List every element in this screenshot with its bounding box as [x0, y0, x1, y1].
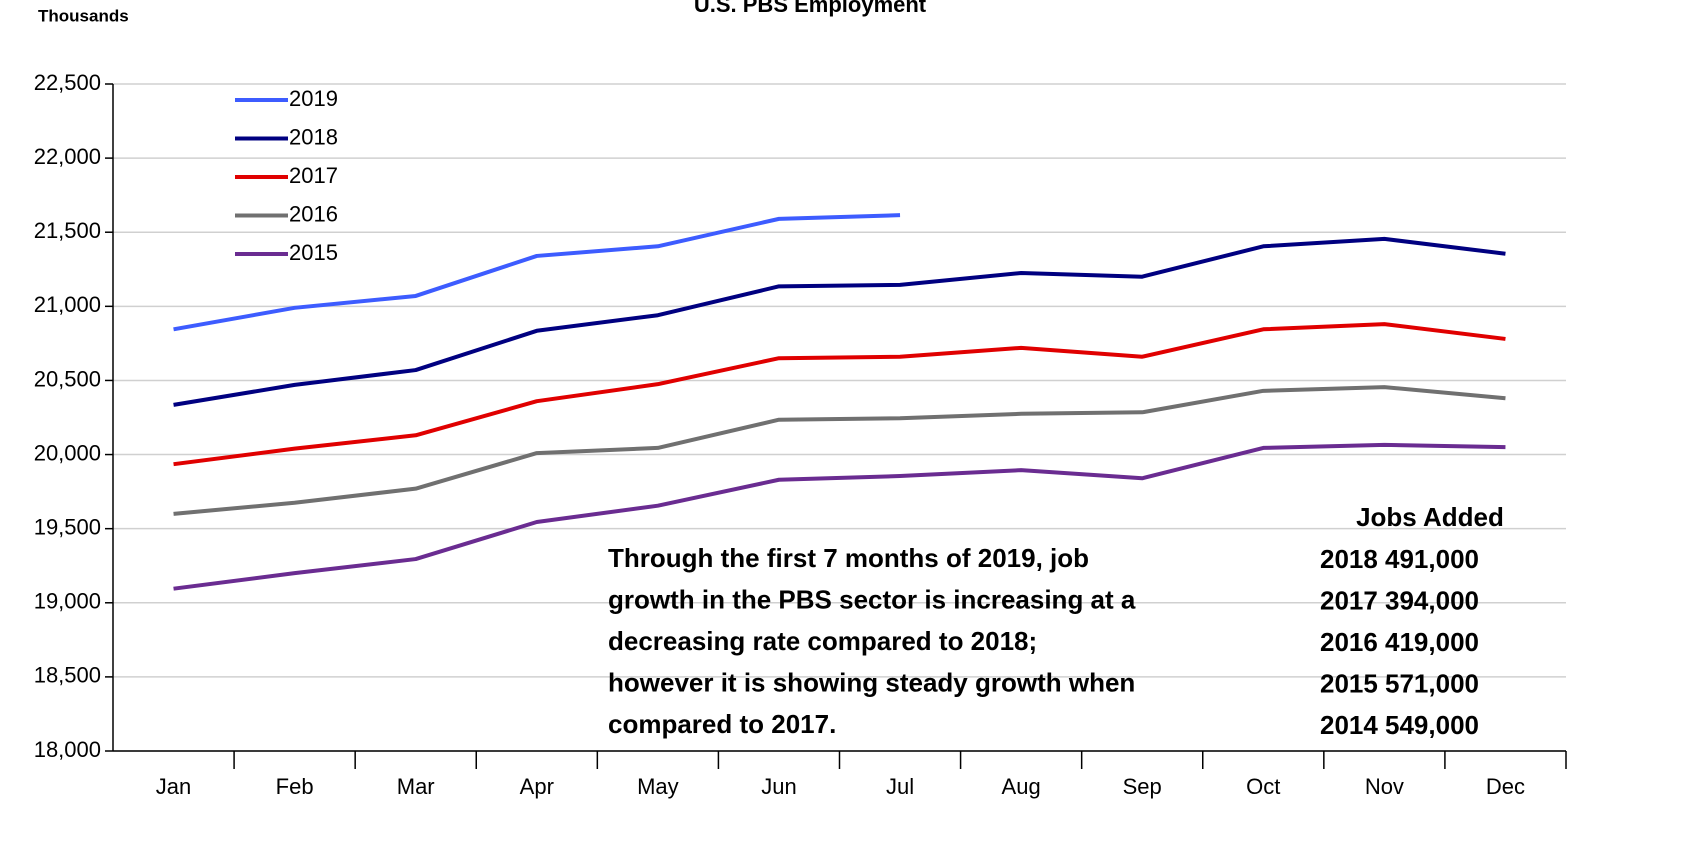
legend-label: 2019: [289, 86, 338, 111]
x-tick-label: Feb: [276, 774, 314, 799]
annotation: however it is showing steady growth when: [608, 667, 1135, 697]
y-axis-label: Thousands: [38, 6, 129, 25]
annotation: Through the first 7 months of 2019, job: [608, 543, 1089, 573]
jobs-added-value: 491,000: [1385, 544, 1479, 574]
y-tick-label: 20,500: [34, 366, 101, 391]
jobs-added-value: 419,000: [1385, 627, 1479, 657]
x-tick-label: Jan: [156, 774, 191, 799]
jobs-added-value: 394,000: [1385, 585, 1479, 615]
y-tick-label: 22,000: [34, 144, 101, 169]
annotation: compared to 2017.: [608, 709, 836, 739]
x-tick-label: Sep: [1123, 774, 1162, 799]
y-tick-label: 21,500: [34, 218, 101, 243]
jobs-added-year: 2017: [1320, 585, 1378, 615]
jobs-added-year: 2014: [1320, 710, 1378, 740]
jobs-added-value: 549,000: [1385, 710, 1479, 740]
series-line: [173, 236, 1506, 407]
x-tick-label: Jun: [761, 774, 796, 799]
chart-title: U.S. PBS Employment: [694, 0, 927, 17]
series-line: [173, 442, 1506, 591]
jobs-added-year: 2015: [1320, 668, 1378, 698]
legend-label: 2015: [289, 240, 338, 265]
x-tick-label: Jul: [886, 774, 914, 799]
x-tick-label: Aug: [1002, 774, 1041, 799]
x-tick-label: Mar: [397, 774, 435, 799]
y-tick-label: 19,500: [34, 514, 101, 539]
legend-label: 2017: [289, 163, 338, 188]
jobs-added-value: 571,000: [1385, 668, 1479, 698]
y-tick-label: 21,000: [34, 292, 101, 317]
series-line: [173, 322, 1506, 467]
y-tick-label: 22,500: [34, 70, 101, 95]
jobs-added-year: 2018: [1320, 544, 1378, 574]
x-tick-label: Dec: [1486, 774, 1525, 799]
x-tick-label: May: [637, 774, 679, 799]
x-tick-label: Apr: [520, 774, 554, 799]
legend-label: 2018: [289, 124, 338, 149]
jobs-added-title: Jobs Added: [1356, 502, 1504, 532]
annotation: decreasing rate compared to 2018;: [608, 626, 1037, 656]
jobs-added-year: 2016: [1320, 627, 1378, 657]
legend-label: 2016: [289, 201, 338, 226]
x-tick-label: Oct: [1246, 774, 1280, 799]
y-tick-label: 18,500: [34, 663, 101, 688]
annotation: growth in the PBS sector is increasing a…: [608, 584, 1136, 614]
y-tick-label: 19,000: [34, 589, 101, 614]
series-line: [173, 213, 901, 332]
x-tick-label: Nov: [1365, 774, 1404, 799]
series-line: [173, 385, 1506, 516]
y-tick-label: 18,000: [34, 737, 101, 762]
y-tick-label: 20,000: [34, 440, 101, 465]
